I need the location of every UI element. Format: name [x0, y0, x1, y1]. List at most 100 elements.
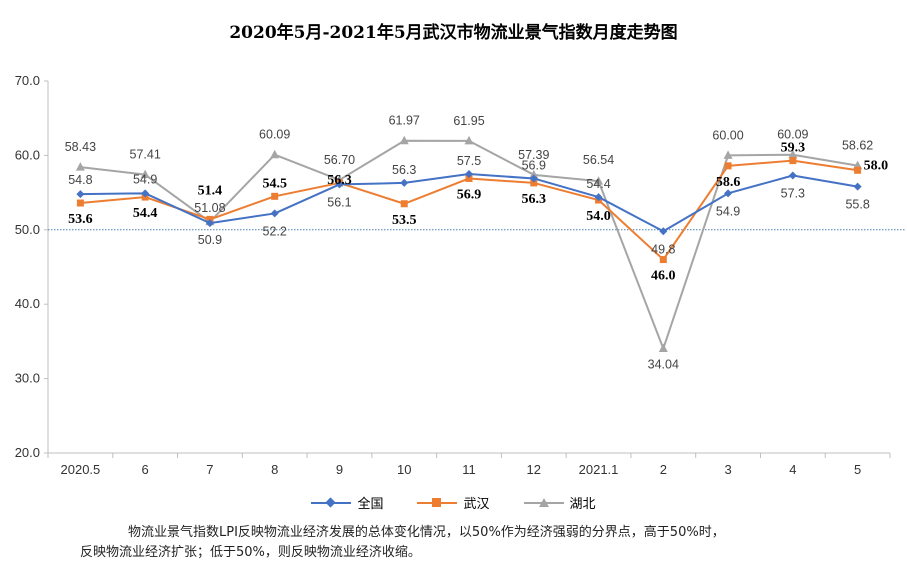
x-tick-label: 5: [854, 462, 861, 477]
point-hubei: [529, 169, 539, 179]
data-label-national: 54.8: [68, 173, 92, 187]
legend-swatch-national: [311, 496, 352, 509]
point-hubei: [140, 169, 150, 179]
point-wuhan: [271, 192, 279, 200]
data-label-wuhan: 56.9: [457, 187, 482, 202]
x-tick-label: 10: [397, 462, 411, 477]
point-wuhan: [76, 199, 84, 207]
data-label-national: 56.1: [327, 195, 351, 209]
data-label-hubei: 60.09: [259, 128, 290, 142]
legend-label-wuhan: 武汉: [463, 497, 490, 512]
legend-swatch-hubei: [523, 497, 564, 509]
x-tick-label: 4: [789, 462, 796, 477]
point-hubei: [658, 343, 668, 353]
x-tick-label: 11: [462, 462, 476, 477]
legend-label-national: 全国: [357, 497, 384, 512]
data-label-wuhan: 54.0: [586, 209, 611, 224]
x-tick-label: 8: [271, 462, 278, 477]
data-label-national: 57.5: [457, 154, 481, 168]
point-wuhan: [724, 162, 732, 170]
legend-item-national: 全国: [311, 493, 383, 512]
x-tick-label: 7: [206, 462, 213, 477]
data-label-national: 54.9: [133, 172, 157, 186]
data-label-wuhan: 51.4: [198, 183, 223, 198]
point-wuhan: [789, 157, 797, 165]
point-hubei: [464, 135, 474, 145]
data-label-wuhan: 54.5: [262, 176, 287, 191]
x-tick-label: 12: [527, 462, 541, 477]
data-label-hubei: 60.09: [777, 128, 808, 142]
x-tick-label: 2: [660, 462, 667, 477]
y-tick-label: 40.0: [15, 296, 40, 311]
point-hubei: [594, 176, 604, 185]
legend-item-hubei: 湖北: [523, 493, 596, 512]
point-national: [141, 189, 150, 198]
data-label-national: 56.9: [522, 158, 546, 172]
data-label-national: 57.3: [781, 186, 805, 200]
data-label-national: 52.2: [263, 224, 287, 238]
x-tick-label: 2020.5: [61, 462, 101, 477]
footnote-line-2: 反映物流业经济扩张；低于50%，则反映物流业经济收缩。: [80, 545, 421, 560]
point-wuhan: [659, 256, 667, 264]
y-tick-label: 50.0: [15, 222, 40, 237]
data-label-national: 49.8: [651, 242, 675, 256]
data-label-hubei: 58.43: [65, 140, 96, 154]
data-label-hubei: 60.00: [712, 128, 743, 142]
point-hubei: [399, 135, 409, 145]
data-label-national: 55.8: [845, 198, 869, 212]
point-wuhan: [465, 174, 473, 182]
legend: 全国 武汉 湖北: [0, 493, 907, 512]
point-national: [76, 190, 85, 199]
data-label-wuhan: 58.0: [864, 158, 889, 173]
data-label-wuhan: 46.0: [651, 269, 676, 284]
data-label-wuhan: 58.6: [716, 175, 741, 190]
data-label-hubei: 58.62: [842, 139, 873, 153]
point-national: [465, 170, 473, 178]
point-national: [594, 193, 603, 202]
data-label-national: 54.9: [716, 204, 740, 218]
data-label-hubei: 51.08: [194, 201, 225, 215]
x-tick-label: 2021.1: [579, 462, 619, 477]
data-label-hubei: 57.39: [518, 148, 549, 162]
data-label-national: 56.3: [392, 163, 416, 177]
data-label-wuhan: 53.6: [68, 212, 93, 227]
data-label-wuhan: 59.3: [781, 141, 806, 156]
x-tick-label: 3: [724, 462, 731, 477]
data-label-wuhan: 53.5: [392, 213, 417, 228]
point-national: [659, 227, 668, 236]
x-tick-label: 9: [336, 462, 343, 477]
data-label-wuhan: 56.3: [522, 192, 547, 207]
point-wuhan: [530, 179, 538, 187]
data-label-hubei: 34.04: [648, 358, 679, 372]
point-hubei: [75, 162, 85, 171]
point-wuhan: [854, 166, 862, 174]
point-hubei: [788, 149, 798, 159]
point-national: [853, 182, 862, 191]
data-label-hubei: 61.97: [389, 114, 420, 128]
legend-item-wuhan: 武汉: [417, 493, 490, 512]
line-chart: 20.0 30.0 40.0 50.0 60.0 70.0 2020.5 6 7 8 9 10 11 12…: [15, 73, 905, 477]
point-national: [724, 189, 733, 198]
point-wuhan: [400, 200, 408, 208]
data-label-hubei: 61.95: [453, 114, 484, 128]
y-tick-label: 60.0: [15, 147, 40, 162]
data-label-hubei: 56.54: [583, 153, 614, 167]
y-tick-label: 70.0: [15, 73, 40, 88]
point-national: [205, 219, 214, 228]
data-label-hubei: 57.41: [130, 148, 161, 162]
data-label-wuhan: 54.4: [133, 206, 158, 221]
chart-title: 2020年5月-2021年5月武汉市物流业景气指数月度走势图: [229, 23, 678, 43]
data-label-wuhan: 56.3: [327, 173, 352, 188]
data-label-national: 50.9: [198, 233, 222, 247]
point-national: [788, 171, 797, 180]
x-tick-label: 6: [142, 462, 149, 477]
footnote: 物流业景气指数LPI反映物流业经济发展的总体变化情况，以50%作为经济强弱的分界…: [80, 523, 864, 563]
point-national: [529, 174, 538, 183]
point-national: [335, 180, 344, 189]
data-label-national: 54.4: [586, 177, 610, 191]
y-tick-label: 20.0: [15, 445, 40, 460]
footnote-line-1: 物流业景气指数LPI反映物流业经济发展的总体变化情况，以50%作为经济强弱的分界…: [128, 525, 725, 540]
point-hubei: [270, 149, 280, 159]
point-national: [400, 178, 409, 187]
point-national: [270, 209, 279, 218]
